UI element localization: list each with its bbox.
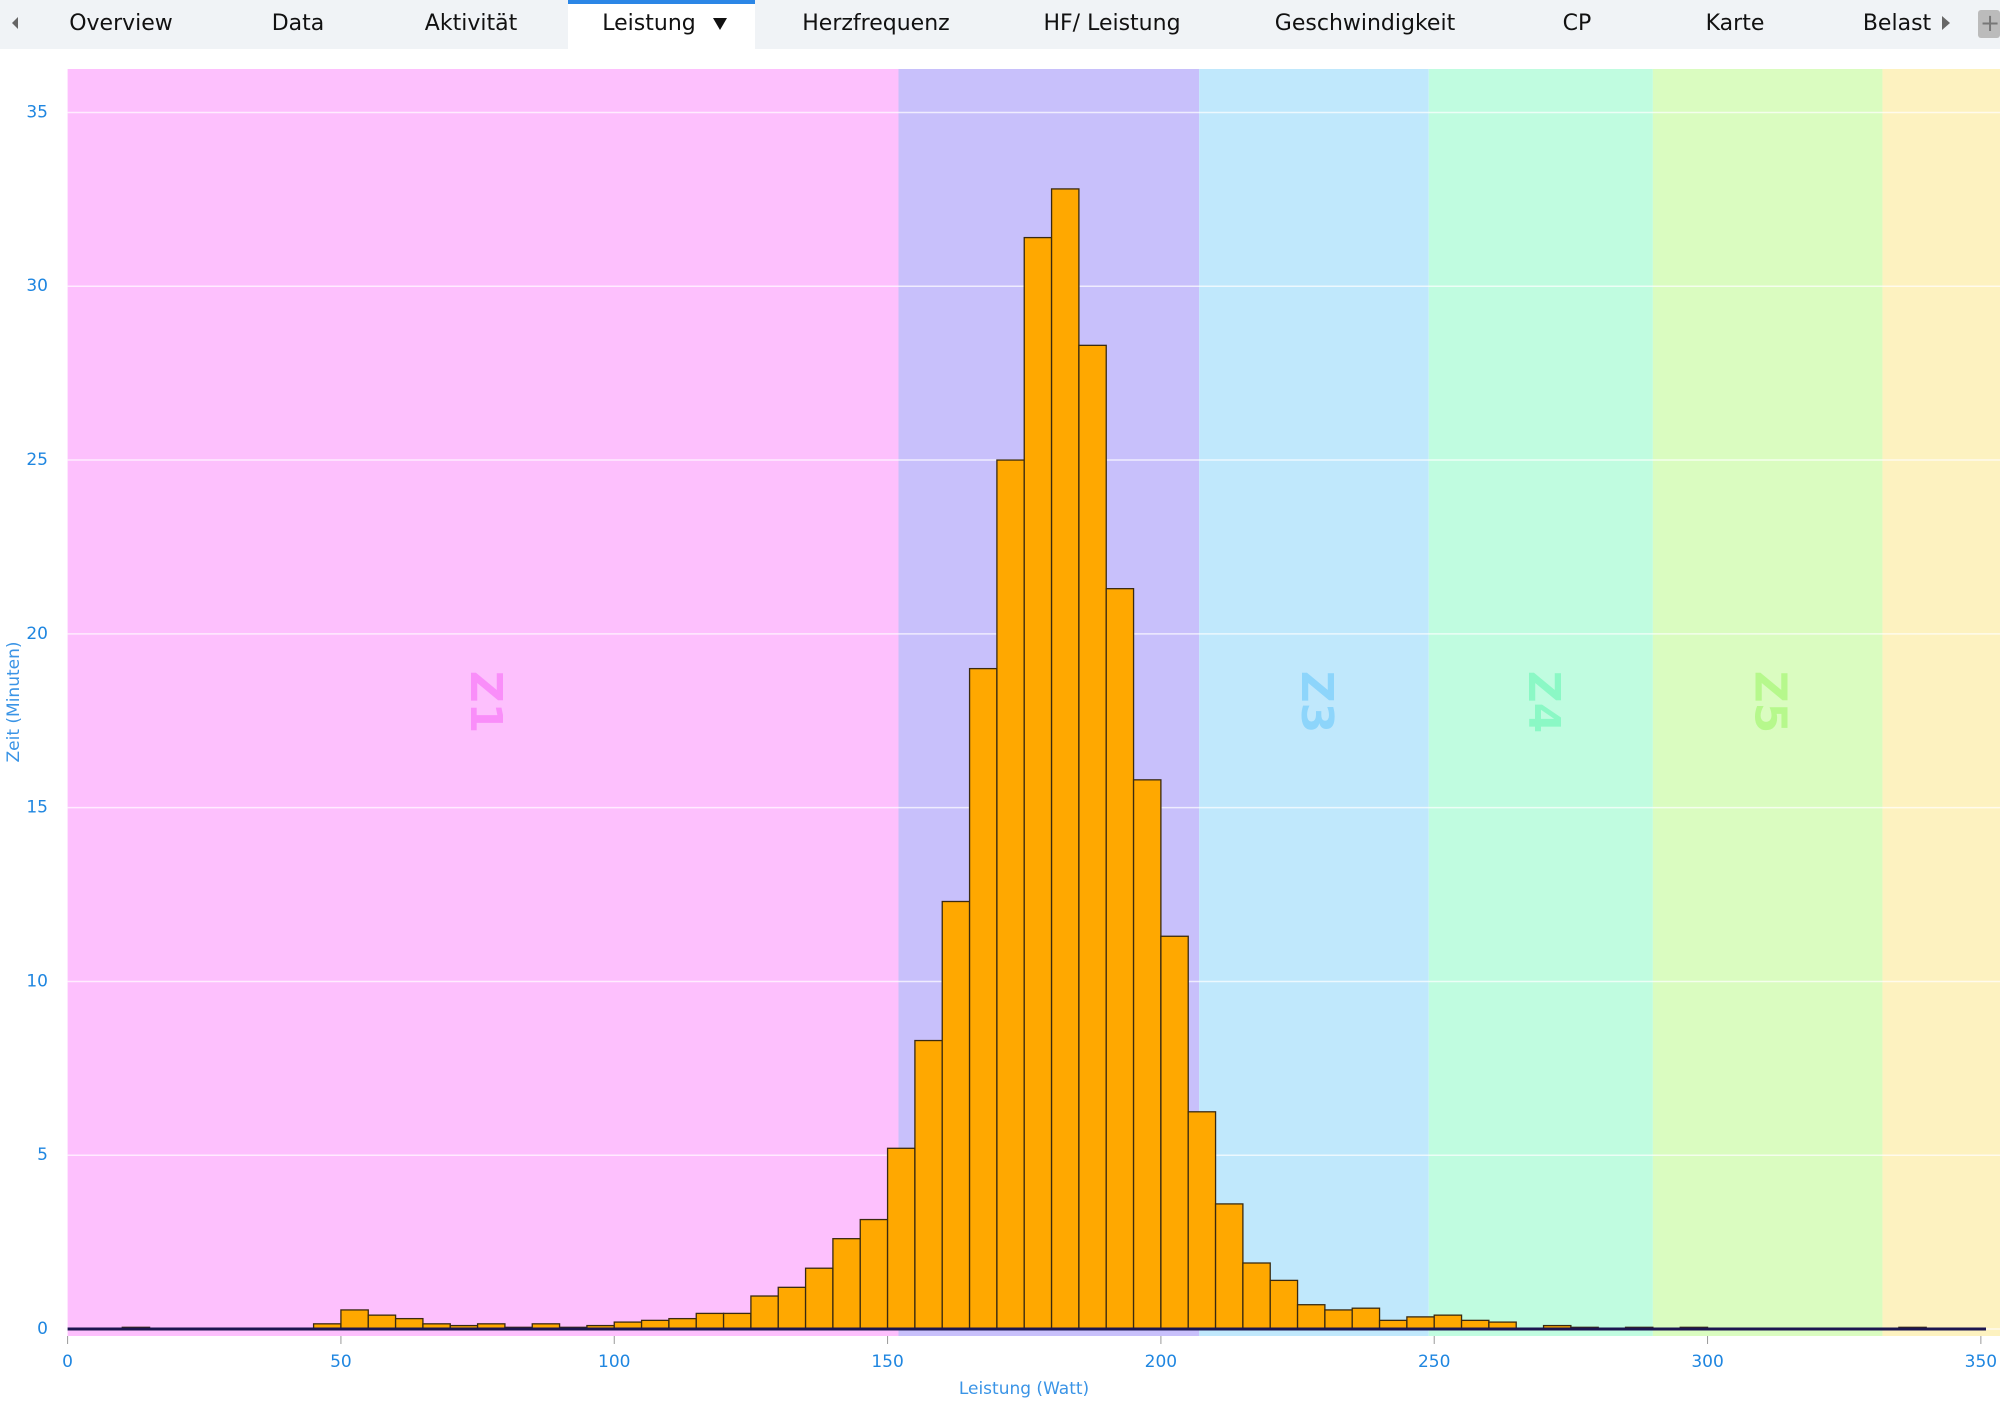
active-tab-bar (568, 0, 755, 4)
tab-label[interactable]: Herzfrequenz (802, 11, 949, 36)
bar (695, 1312, 725, 1330)
bar (750, 1295, 779, 1330)
tab-label[interactable]: Overview (69, 11, 173, 36)
bar (941, 900, 971, 1330)
y-tick-label: 0 (37, 1319, 48, 1339)
zone (1652, 69, 1883, 1336)
x-tick-label: 200 (1145, 1352, 1177, 1372)
bar (367, 1314, 397, 1330)
bar (914, 1039, 943, 1330)
bar (1214, 1203, 1244, 1330)
tab-label[interactable]: Data (272, 11, 325, 36)
zone (67, 69, 899, 1336)
x-tick-label: 350 (1965, 1352, 1997, 1372)
tab-label[interactable]: CP (1563, 11, 1592, 36)
y-tick-label: 30 (26, 276, 48, 296)
bar (1023, 236, 1053, 1330)
tab-label[interactable]: HF/ Leistung (1043, 11, 1180, 36)
y-tick-label: 5 (37, 1145, 48, 1165)
y-tick-label: 20 (26, 624, 48, 644)
tab-label[interactable]: Belast (1863, 11, 1932, 36)
active-tab[interactable] (568, 0, 755, 49)
x-tick-label: 50 (330, 1352, 352, 1372)
tab-label[interactable]: Karte (1706, 11, 1765, 36)
bar (1406, 1316, 1435, 1330)
bar (1050, 188, 1080, 1330)
zone (1428, 69, 1653, 1336)
bar (394, 1317, 424, 1330)
scroll-right[interactable] (1942, 16, 1950, 30)
y-tick-label: 25 (26, 450, 48, 470)
x-tick-label: 300 (1691, 1352, 1723, 1372)
bar (722, 1312, 752, 1330)
bar (1269, 1279, 1299, 1330)
bar (1324, 1309, 1353, 1330)
y-tick-label: 35 (26, 102, 48, 122)
bar (668, 1317, 697, 1330)
tab-label[interactable]: Aktivität (425, 11, 518, 36)
bar (1132, 779, 1162, 1330)
bar (1187, 1111, 1217, 1330)
y-tick-label: 10 (26, 971, 48, 991)
scroll-left[interactable] (12, 17, 18, 29)
bar (1160, 935, 1189, 1330)
x-tick-label: 150 (871, 1352, 903, 1372)
x-axis-title: Leistung (Watt) (959, 1379, 1089, 1399)
zone-label: Z1 (460, 671, 511, 734)
zone-label: Z4 (1518, 671, 1569, 734)
tab-label[interactable]: Geschwindigkeit (1275, 11, 1456, 36)
bar (1242, 1262, 1271, 1330)
add-tab[interactable] (1978, 10, 2000, 38)
bar (1433, 1314, 1463, 1330)
bar (777, 1286, 807, 1330)
bar (996, 459, 1025, 1330)
zone-label: Z3 (1291, 671, 1342, 734)
bar (1078, 344, 1107, 1330)
tab-label[interactable]: Leistung (602, 11, 695, 36)
bar (968, 667, 998, 1330)
tab-bar (0, 0, 2000, 49)
zone (1882, 69, 2000, 1336)
y-axis-title: Zeit (Minuten) (4, 641, 24, 762)
dropdown-arrow[interactable] (713, 18, 727, 30)
bar (886, 1147, 916, 1330)
bar (1296, 1304, 1326, 1330)
bar (1105, 588, 1135, 1330)
x-tick-label: 100 (598, 1352, 630, 1372)
x-tick-label: 250 (1418, 1352, 1450, 1372)
add-icon: + (1980, 9, 2000, 37)
zone (1199, 69, 1429, 1336)
x-tick-label: 0 (62, 1352, 73, 1372)
bar (859, 1218, 889, 1330)
bar (1351, 1307, 1381, 1330)
bar (804, 1267, 834, 1330)
bar (340, 1309, 369, 1330)
bar (832, 1238, 861, 1330)
zone-label: Z5 (1745, 671, 1796, 734)
y-tick-label: 15 (26, 798, 48, 818)
